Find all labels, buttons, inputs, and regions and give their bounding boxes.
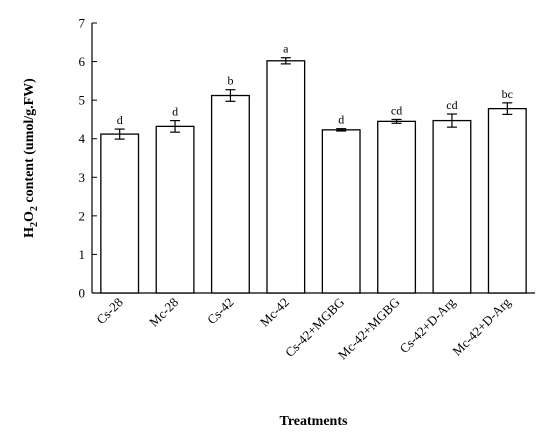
y-tick-label: 0 <box>79 286 86 301</box>
y-tick-label: 1 <box>79 247 86 262</box>
bar <box>432 119 472 294</box>
significance-label: a <box>283 42 289 56</box>
y-axis-title: H2O2 content (umol/g.FW) <box>22 78 40 238</box>
bar <box>487 107 527 294</box>
bar <box>100 133 140 294</box>
bar <box>377 120 417 294</box>
category-label: Cs-42+D-Arg <box>396 294 458 356</box>
x-axis-title: Treatments <box>280 414 348 429</box>
significance-label: d <box>117 113 123 127</box>
y-axis-title-part: 2 <box>29 206 40 211</box>
category-label: Cs-42 <box>204 295 237 328</box>
significance-label: b <box>227 74 233 88</box>
significance-label: cd <box>446 98 457 112</box>
significance-label: cd <box>391 103 402 117</box>
significance-label: d <box>338 113 344 127</box>
bar <box>155 125 195 294</box>
y-tick-label: 2 <box>79 208 86 223</box>
bar <box>266 60 306 294</box>
y-axis-title-part: O <box>22 211 37 222</box>
category-label: Mc-28 <box>146 295 181 330</box>
significance-label: d <box>172 105 178 119</box>
y-tick-label: 5 <box>79 93 86 108</box>
y-tick-label: 4 <box>79 131 86 146</box>
y-axis: 0 1 2 3 4 5 6 7 <box>79 16 97 301</box>
y-tick-label: 6 <box>79 54 86 69</box>
category-label: Mc-42 <box>257 295 292 330</box>
y-tick-label: 7 <box>79 16 86 31</box>
bar <box>210 94 250 294</box>
y-axis-title-part: H <box>22 227 37 238</box>
category-labels: Cs-28 Mc-28 Cs-42 Mc-42Cs-42+MGBGMc-42+MGBG… <box>93 294 514 362</box>
category-label: Cs-28 <box>93 295 126 328</box>
y-axis-title-part: content (umol/g.FW) <box>22 78 37 206</box>
category-label: Mc-42+D-Arg <box>449 294 513 358</box>
bar <box>321 129 361 294</box>
significance-label: bc <box>502 87 513 101</box>
bars: d d b a d cd cd bc <box>100 42 527 294</box>
y-tick-label: 3 <box>79 170 86 185</box>
y-axis-title-part: 2 <box>29 222 40 227</box>
